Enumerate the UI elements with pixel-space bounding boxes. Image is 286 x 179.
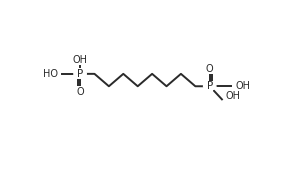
Text: O: O: [206, 64, 214, 74]
Text: OH: OH: [235, 81, 250, 91]
Text: OH: OH: [225, 91, 240, 101]
Text: P: P: [77, 69, 83, 79]
Text: O: O: [76, 87, 84, 97]
Text: P: P: [206, 81, 213, 91]
Text: OH: OH: [73, 55, 88, 65]
Circle shape: [74, 70, 86, 78]
Circle shape: [204, 82, 216, 90]
Text: HO: HO: [43, 69, 58, 79]
